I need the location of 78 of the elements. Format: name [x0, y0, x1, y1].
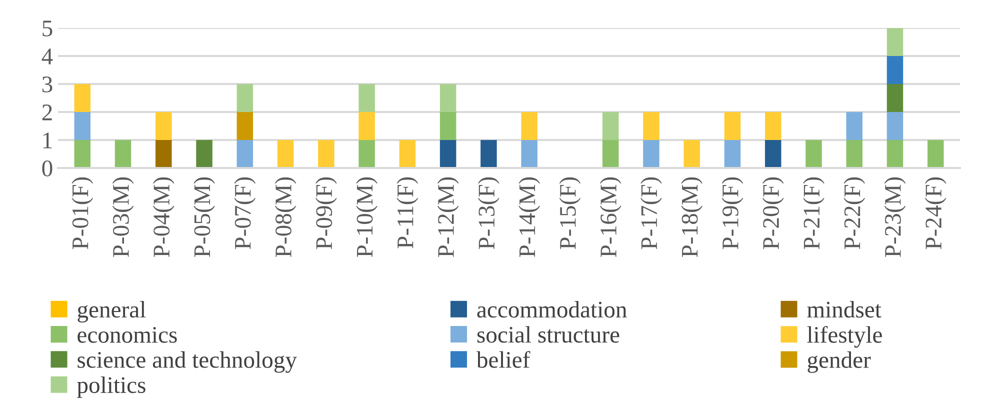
bar: [236, 140, 254, 168]
x-tick-label: P-05(M): [194, 177, 215, 257]
x-tick-label: P-13(F): [478, 177, 500, 250]
bar: [156, 140, 172, 168]
x-tick-label: P-15(F): [559, 177, 581, 250]
x-tick-label: P-18(M): [681, 177, 703, 257]
legend-label: gender: [808, 351, 871, 373]
bar: [602, 112, 619, 140]
legend-label: mindset: [807, 301, 882, 318]
bar: [927, 140, 944, 168]
bar: [480, 140, 497, 168]
y-tick-label: 4: [42, 48, 53, 64]
bar: [318, 140, 334, 168]
bar: [196, 140, 212, 168]
x-tick-label: P-20(F): [762, 177, 784, 250]
x-tick-label: P-01(F): [72, 177, 94, 250]
bar: [684, 140, 700, 168]
bar: [886, 140, 904, 168]
legend-label: lifestyle: [807, 326, 882, 348]
bar: [521, 112, 538, 140]
bar: [440, 112, 456, 140]
legend-label: science and technology: [78, 351, 297, 373]
bar: [156, 112, 172, 140]
x-tick-label: P-16(M): [600, 177, 622, 257]
bar: [724, 140, 741, 168]
bar: [440, 140, 456, 168]
x-tick-label: P-10(M): [356, 177, 378, 257]
x-tick-label: P-08(M): [274, 177, 296, 257]
x-tick-label: P-24(F): [924, 177, 946, 250]
bar: [74, 112, 91, 140]
legend-label: social structure: [477, 326, 620, 343]
bar: [846, 140, 862, 168]
x-tick-label: P-14(M): [518, 177, 540, 257]
bar: [846, 112, 862, 140]
x-tick-label: P-23(M): [884, 177, 906, 257]
bar: [724, 112, 741, 140]
bar: [74, 84, 91, 112]
x-tick-label: P-09(F): [315, 177, 337, 250]
x-tick-label: P-19(F): [722, 177, 744, 250]
bar: [643, 112, 660, 140]
bar: [886, 112, 904, 140]
bar: [886, 28, 904, 56]
x-tick-label: P-22(F): [844, 177, 866, 250]
bar: [764, 112, 782, 140]
x-tick-label: P-07(F): [234, 177, 256, 250]
y-tick-label: 2: [42, 104, 52, 120]
y-tick-label: 3: [42, 76, 52, 92]
y-tick-label: 1: [43, 132, 52, 148]
legend-label: economics: [78, 326, 177, 343]
bar: [643, 140, 660, 168]
bar: [764, 140, 782, 168]
legend-label: general: [78, 301, 146, 323]
bar: [114, 140, 132, 168]
bar: [806, 140, 822, 168]
bar: [440, 84, 456, 112]
bar: [521, 140, 538, 168]
bar: [74, 140, 91, 168]
bar: [358, 140, 375, 168]
bar: [277, 140, 294, 168]
y-tick-label: 0: [42, 160, 52, 176]
x-tick-label: P-17(F): [640, 177, 662, 250]
legend-label: belief: [476, 350, 530, 368]
legend-label: politics: [77, 376, 146, 398]
bar: [358, 84, 375, 112]
bar: [886, 56, 904, 84]
legend-label: accommodation: [477, 301, 627, 318]
y-tick-label: 5: [42, 20, 52, 36]
bar: [236, 84, 254, 112]
x-tick-label: P-03(M): [112, 177, 134, 257]
x-tick-label: P-12(M): [437, 177, 459, 257]
x-tick-label: P-21(F): [803, 177, 824, 250]
bar: [399, 140, 416, 168]
bar: [886, 84, 904, 112]
bar: [602, 140, 619, 168]
bar: [236, 112, 254, 140]
x-tick-label: P-11(F): [396, 177, 418, 248]
x-tick-label: P-04(M): [152, 177, 174, 257]
bar: [358, 112, 375, 140]
